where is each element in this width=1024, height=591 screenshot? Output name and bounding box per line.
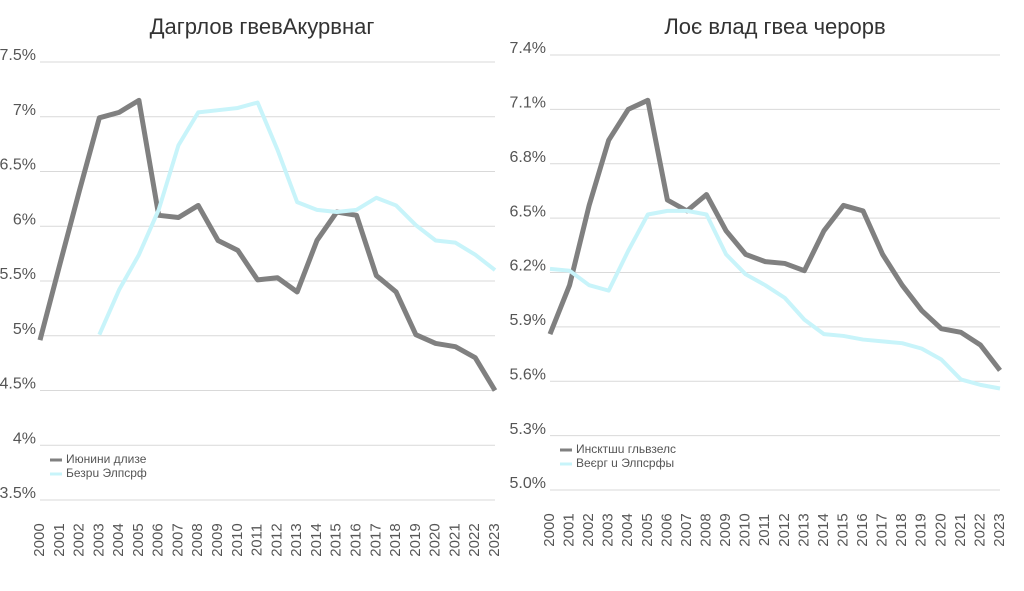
x-tick-label: 2015 xyxy=(834,513,851,546)
x-tick-label: 2003 xyxy=(600,513,617,546)
x-tick-label: 2023 xyxy=(991,513,1008,546)
x-tick-label: 2018 xyxy=(387,523,404,556)
x-tick-label: 2002 xyxy=(580,513,597,546)
x-tick-label: 2008 xyxy=(697,513,714,546)
series-line xyxy=(97,100,497,336)
y-tick-label: 7.1% xyxy=(510,95,546,112)
legend-label: Безрu Элпсрф xyxy=(66,466,147,480)
x-tick-label: 2012 xyxy=(268,523,285,556)
y-tick-label: 6% xyxy=(13,211,36,228)
x-tick-label: 2016 xyxy=(854,513,871,546)
y-tick-label: 5.9% xyxy=(510,312,546,329)
x-tick-label: 2019 xyxy=(913,513,930,546)
x-tick-label: 2008 xyxy=(189,523,206,556)
x-tick-label: 2005 xyxy=(639,513,656,546)
series-line xyxy=(547,97,1002,372)
x-tick-label: 2000 xyxy=(31,523,48,556)
x-tick-label: 2005 xyxy=(130,523,147,556)
chart-title: Дагрлов гвевАкурвнаг xyxy=(150,14,375,39)
y-tick-label: 6.5% xyxy=(0,157,36,174)
x-tick-label: 2011 xyxy=(756,514,773,546)
y-tick-label: 7.4% xyxy=(510,40,546,57)
y-tick-label: 7.5% xyxy=(0,47,36,64)
x-tick-label: 2007 xyxy=(678,513,695,546)
x-tick-label: 2020 xyxy=(427,523,444,556)
x-tick-label: 2017 xyxy=(367,523,384,556)
x-tick-label: 2003 xyxy=(90,523,107,556)
x-tick-label: 2006 xyxy=(150,523,167,556)
y-tick-label: 5.3% xyxy=(510,421,546,438)
y-tick-label: 5.5% xyxy=(0,266,36,283)
y-tick-label: 4% xyxy=(13,430,36,447)
legend-label: Июнини длизе xyxy=(66,452,147,466)
y-tick-label: 5.0% xyxy=(510,475,546,492)
x-tick-label: 2017 xyxy=(874,513,891,546)
x-tick-label: 2010 xyxy=(229,523,246,556)
x-tick-label: 2013 xyxy=(288,523,305,556)
y-tick-label: 5.6% xyxy=(510,366,546,383)
x-tick-label: 2009 xyxy=(209,523,226,556)
series-line xyxy=(549,208,1001,391)
x-tick-label: 2014 xyxy=(308,523,325,556)
x-tick-label: 2002 xyxy=(71,523,88,556)
series-line xyxy=(37,97,498,392)
x-tick-label: 2014 xyxy=(815,513,832,546)
y-tick-label: 5% xyxy=(13,321,36,338)
y-tick-label: 6.5% xyxy=(510,203,546,220)
x-tick-label: 2011 xyxy=(249,524,266,556)
x-tick-label: 2007 xyxy=(169,523,186,556)
x-tick-label: 2015 xyxy=(328,523,345,556)
y-tick-label: 4.5% xyxy=(0,376,36,393)
x-tick-label: 2016 xyxy=(347,523,364,556)
x-tick-label: 2013 xyxy=(795,513,812,546)
x-tick-label: 2023 xyxy=(486,523,503,556)
chart-title: Лоє влад гвеа черорв xyxy=(664,14,885,39)
x-tick-label: 2006 xyxy=(658,513,675,546)
x-tick-label: 2000 xyxy=(541,513,558,546)
x-tick-label: 2001 xyxy=(51,523,68,556)
legend-label: Веєрг u Элпсрфы xyxy=(576,456,674,470)
x-tick-label: 2018 xyxy=(893,513,910,546)
y-tick-label: 6.2% xyxy=(510,258,546,275)
x-tick-label: 2020 xyxy=(932,513,949,546)
x-tick-label: 2012 xyxy=(776,513,793,546)
x-tick-label: 2019 xyxy=(407,523,424,556)
x-tick-label: 2004 xyxy=(619,513,636,546)
x-tick-label: 2004 xyxy=(110,523,127,556)
x-tick-label: 2021 xyxy=(446,523,463,556)
y-tick-label: 7% xyxy=(13,102,36,119)
x-tick-label: 2022 xyxy=(971,513,988,546)
x-tick-label: 2022 xyxy=(466,523,483,556)
x-tick-label: 2009 xyxy=(717,513,734,546)
legend-label: Инсктшu гльвзелс xyxy=(576,442,676,456)
y-tick-label: 3.5% xyxy=(0,485,36,502)
x-tick-label: 2021 xyxy=(952,513,969,546)
x-tick-label: 2001 xyxy=(561,513,578,546)
y-tick-label: 6.8% xyxy=(510,149,546,166)
x-tick-label: 2010 xyxy=(737,513,754,546)
